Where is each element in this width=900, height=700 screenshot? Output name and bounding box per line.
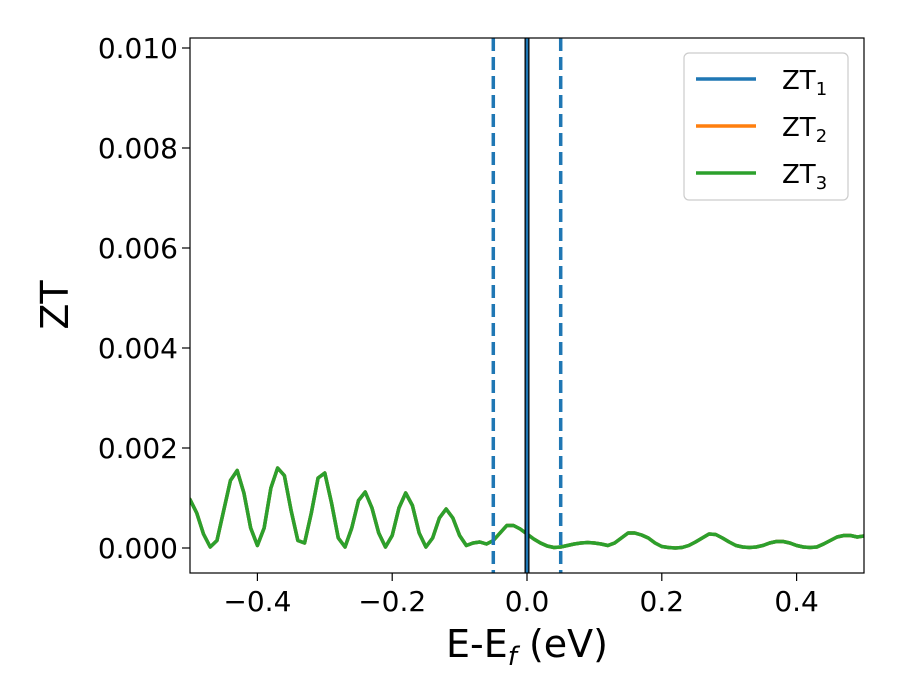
x-tick-label: 0.4	[774, 585, 819, 618]
y-axis-ticks: 0.000 0.002 0.004 0.006 0.008 0.010	[98, 32, 190, 565]
y-tick-label: 0.010	[98, 32, 178, 65]
plot-area	[189, 37, 865, 574]
y-tick-label: 0.008	[98, 132, 178, 165]
x-tick-label: −0.4	[223, 585, 291, 618]
y-tick-label: 0.004	[98, 332, 178, 365]
legend-label-3: ZT3	[782, 160, 827, 194]
y-axis-label: ZT	[33, 280, 77, 330]
legend-box	[683, 52, 849, 201]
legend: ZT1 ZT2 ZT3	[683, 52, 849, 201]
x-axis-ticks: −0.4 −0.2 0.0 0.2 0.4	[223, 573, 819, 618]
x-tick-label: −0.2	[358, 585, 426, 618]
x-axis-label: E-Ef (eV)	[446, 622, 608, 672]
y-tick-label: 0.006	[98, 232, 178, 265]
legend-label-2: ZT2	[782, 113, 827, 147]
x-tick-label: 0.0	[505, 585, 550, 618]
y-tick-label: 0.000	[98, 532, 178, 565]
x-tick-label: 0.2	[640, 585, 685, 618]
legend-label-1: ZT1	[782, 66, 827, 100]
y-tick-label: 0.002	[98, 432, 178, 465]
